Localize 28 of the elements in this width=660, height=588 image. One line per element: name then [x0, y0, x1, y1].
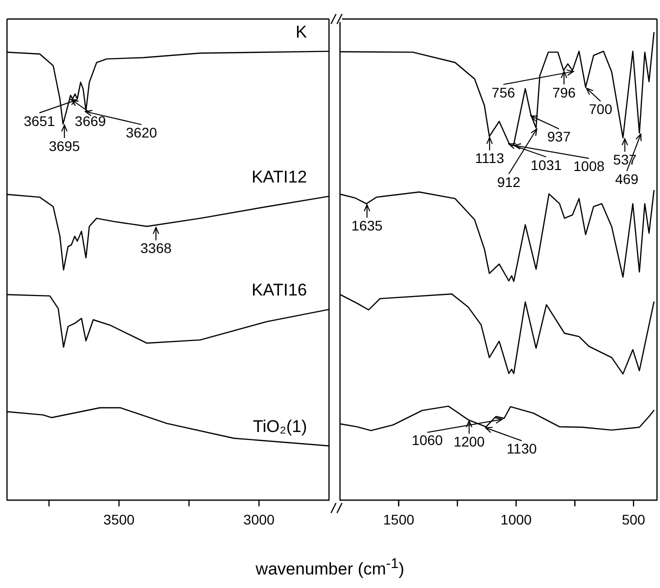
annotation: 3695	[48, 138, 80, 154]
annotation: 3669	[74, 112, 106, 129]
annotation: 3651	[24, 112, 56, 129]
x-tick-label: 3500	[103, 511, 135, 528]
annotation: 912	[497, 174, 521, 190]
annotation: 1200	[454, 434, 485, 450]
annotation: 3368	[140, 240, 172, 256]
series-label: TiO₂(1)	[252, 417, 307, 436]
annotation: 1008	[573, 158, 605, 174]
annotation: 1130	[506, 440, 537, 457]
x-tick-label: 1000	[500, 511, 532, 528]
annotation: 796	[552, 84, 576, 100]
series-label: KATI16	[252, 280, 307, 300]
annotation: 756	[492, 84, 516, 100]
x-tick-label: 3000	[243, 511, 275, 528]
annotation: 469	[615, 170, 639, 187]
annotation: 3620	[126, 124, 158, 140]
annotation: 1060	[412, 432, 444, 448]
annotation: 937	[547, 128, 571, 145]
series-label: K	[296, 22, 308, 42]
series-label: KATI12	[252, 167, 307, 186]
x-tick-label: 500	[622, 511, 646, 528]
annotation: 1113	[475, 150, 504, 166]
annotation: 700	[588, 101, 612, 118]
x-axis-title: wavenumber (cm$^{-1}$)	[254, 556, 406, 580]
annotation: 1635	[351, 218, 383, 234]
x-tick-label: 1500	[383, 511, 414, 528]
annotation: 1031	[530, 156, 562, 173]
